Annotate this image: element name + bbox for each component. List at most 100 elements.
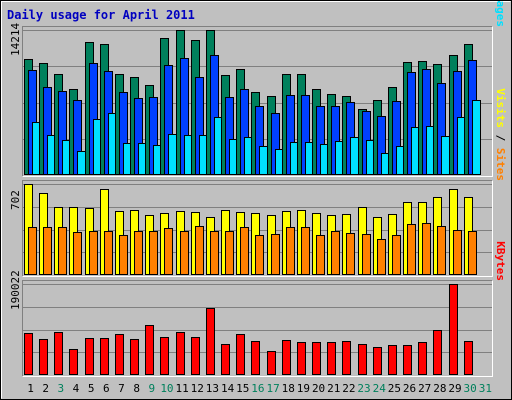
bar-sites-day-13: [210, 231, 219, 275]
x-tick-label-day-15: 15: [236, 382, 249, 395]
bar-kbytes-day-10: [160, 337, 169, 375]
x-tick-label-day-31: 31: [479, 382, 492, 395]
bar-kbytes-day-13: [206, 308, 215, 375]
bar-kbytes-day-4: [69, 349, 78, 375]
x-tick-label-day-5: 5: [88, 382, 95, 395]
bar-pages-day-28: [441, 136, 450, 175]
bar-kbytes-day-17: [267, 351, 276, 375]
chart-title: Daily usage for April 2011: [7, 8, 195, 22]
y-max-label: 190022: [9, 270, 22, 310]
bar-sites-day-12: [195, 226, 204, 275]
bar-kbytes-day-20: [312, 342, 321, 375]
panel-frame-shadow: [22, 26, 493, 177]
bar-kbytes-day-22: [342, 341, 351, 375]
bar-kbytes-day-26: [403, 345, 412, 375]
panel-frame-shadow: [22, 180, 493, 277]
x-tick-label-day-2: 2: [42, 382, 49, 395]
x-tick-label-day-25: 25: [388, 382, 401, 395]
bar-kbytes-day-1: [24, 333, 33, 375]
legend-visits: Visits: [494, 88, 507, 128]
x-tick-label-day-8: 8: [133, 382, 140, 395]
x-tick-label-day-14: 14: [221, 382, 235, 395]
x-tick-label-day-3: 3: [58, 382, 65, 395]
x-tick-label-day-30: 30: [464, 382, 477, 395]
bar-sites-day-30: [468, 231, 477, 275]
bar-kbytes-day-30: [464, 341, 473, 375]
bar-kbytes-day-27: [418, 342, 427, 375]
chart-panels: 14214 Hits / Files / Pages 702 Visits / Sit…: [9, 0, 507, 377]
x-tick-label-day-17: 17: [266, 382, 279, 395]
bar-kbytes-day-6: [100, 338, 109, 375]
bar-sites-day-20: [316, 235, 325, 275]
bar-kbytes-day-16: [251, 341, 260, 375]
bar-sites-day-9: [149, 231, 158, 275]
bar-sites-day-5: [89, 231, 98, 275]
bar-kbytes-day-7: [115, 334, 124, 375]
bar-sites-day-1: [28, 227, 37, 275]
bar-sites-day-11: [180, 231, 189, 275]
bar-kbytes-day-3: [54, 332, 63, 375]
bars: [24, 30, 481, 175]
bar-pages-day-22: [350, 137, 359, 175]
x-tick-label-day-11: 11: [175, 382, 188, 395]
bar-sites-day-14: [225, 231, 234, 275]
bar-sites-day-21: [331, 231, 340, 275]
x-tick-label-day-16: 16: [251, 382, 264, 395]
bar-sites-day-17: [271, 234, 280, 275]
bar-sites-day-16: [255, 235, 264, 275]
panel-kbytes: 190022 KBytes: [9, 241, 507, 377]
series-legend: Visits / Sites: [494, 88, 507, 181]
bar-sites-day-18: [286, 227, 295, 275]
bar-sites-day-6: [104, 231, 113, 275]
bar-kbytes-day-29: [449, 284, 458, 375]
x-axis: 1 2 3 4 5 6 7 8 9 10 11 12 13 14 15 16 17 18 19 20 21 22 23 24 2…: [27, 382, 492, 395]
panel-frame-highlight: [22, 280, 493, 377]
x-tick-label-day-12: 12: [191, 382, 204, 395]
x-tick-label-day-23: 23: [357, 382, 370, 395]
bar-sites-day-22: [346, 233, 355, 275]
panel-hits_files_pages: 14214 Hits / Files / Pages: [9, 0, 507, 177]
panel-frame-highlight: [22, 26, 493, 177]
bar-sites-day-28: [437, 226, 446, 275]
bar-sites-day-4: [73, 232, 82, 275]
bar-kbytes-day-15: [236, 334, 245, 375]
x-tick-label-day-29: 29: [448, 382, 461, 395]
bar-kbytes-day-9: [145, 325, 154, 375]
bar-sites-day-15: [240, 227, 249, 275]
bar-sites-day-29: [453, 230, 462, 275]
x-tick-label-day-7: 7: [118, 382, 125, 395]
bar-kbytes-day-23: [358, 344, 367, 375]
x-tick-label-day-18: 18: [282, 382, 295, 395]
bar-kbytes-day-21: [327, 342, 336, 375]
bars: [24, 184, 477, 275]
x-tick-label-day-9: 9: [148, 382, 155, 395]
bar-kbytes-day-25: [388, 345, 397, 375]
bar-kbytes-day-28: [433, 330, 442, 375]
bar-sites-day-23: [362, 234, 371, 275]
bar-pages-day-4: [77, 151, 86, 175]
bar-sites-day-24: [377, 239, 386, 275]
x-tick-label-day-13: 13: [206, 382, 219, 395]
bar-kbytes-day-12: [191, 337, 200, 375]
panel-frame-shadow: [22, 280, 493, 377]
series-legend: KBytes: [494, 241, 507, 281]
x-tick-label-day-28: 28: [433, 382, 446, 395]
y-max-label: 702: [9, 190, 22, 210]
x-tick-label-day-4: 4: [73, 382, 80, 395]
bar-kbytes-day-5: [85, 338, 94, 375]
bar-sites-day-26: [407, 224, 416, 275]
bar-pages-day-16: [259, 146, 268, 175]
bar-sites-day-2: [43, 227, 52, 275]
x-tick-label-day-10: 10: [160, 382, 173, 395]
x-tick-label-day-6: 6: [103, 382, 110, 395]
bar-pages-day-30: [472, 100, 481, 175]
legend-kbytes: KBytes: [494, 241, 507, 281]
bar-kbytes-day-14: [221, 344, 230, 375]
bar-sites-day-27: [422, 223, 431, 275]
panel-visits_sites: 702 Visits / Sites: [9, 88, 507, 277]
x-tick-label-day-26: 26: [403, 382, 416, 395]
x-tick-label-day-20: 20: [312, 382, 325, 395]
bar-kbytes-day-19: [297, 342, 306, 375]
